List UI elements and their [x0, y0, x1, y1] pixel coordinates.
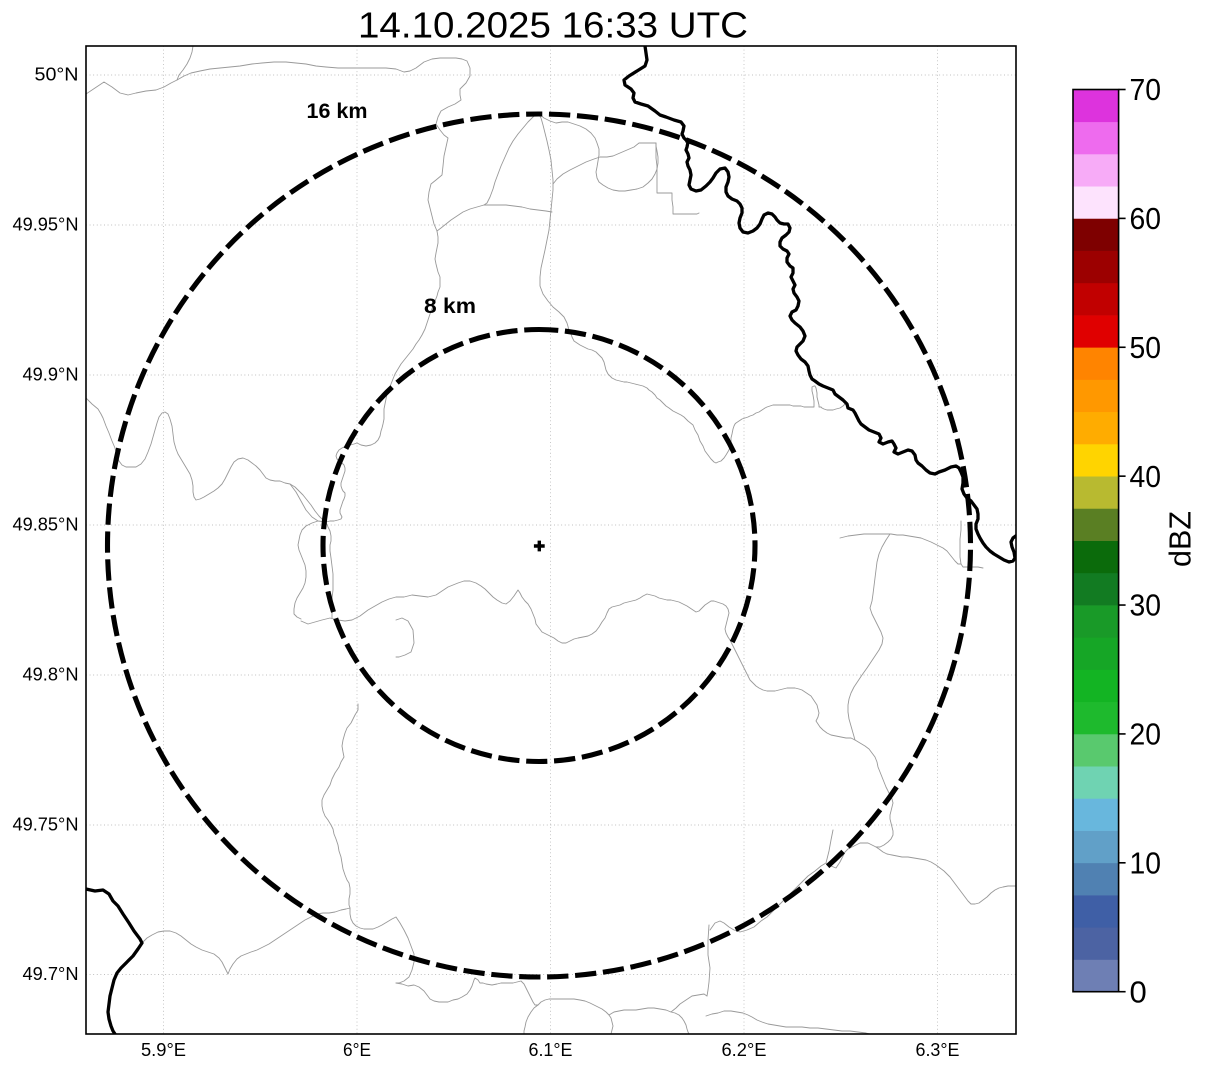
svg-text:49.9°N: 49.9°N — [23, 364, 79, 385]
svg-text:8 km: 8 km — [424, 295, 476, 318]
svg-text:0: 0 — [1130, 974, 1147, 1009]
svg-text:49.95°N: 49.95°N — [13, 214, 79, 235]
svg-text:60: 60 — [1130, 201, 1162, 236]
svg-text:50°N: 50°N — [35, 64, 79, 85]
svg-text:6.2°E: 6.2°E — [722, 1039, 767, 1060]
svg-text:6.3°E: 6.3°E — [916, 1039, 960, 1060]
svg-text:40: 40 — [1130, 459, 1162, 494]
svg-text:14.10.2025 16:33 UTC: 14.10.2025 16:33 UTC — [358, 5, 748, 46]
svg-text:10: 10 — [1130, 845, 1162, 880]
svg-text:49.7°N: 49.7°N — [23, 963, 79, 984]
svg-text:50: 50 — [1130, 330, 1162, 365]
svg-text:70: 70 — [1130, 72, 1162, 107]
svg-text:dBZ: dBZ — [1164, 511, 1198, 567]
svg-text:20: 20 — [1130, 717, 1162, 752]
svg-text:6.1°E: 6.1°E — [529, 1039, 573, 1060]
svg-text:49.85°N: 49.85°N — [13, 514, 79, 535]
svg-text:49.8°N: 49.8°N — [23, 664, 79, 685]
svg-text:30: 30 — [1130, 588, 1162, 623]
svg-text:6°E: 6°E — [343, 1039, 371, 1060]
svg-text:5.9°E: 5.9°E — [141, 1039, 186, 1060]
svg-text:16 km: 16 km — [307, 100, 368, 123]
svg-text:49.75°N: 49.75°N — [13, 814, 79, 835]
